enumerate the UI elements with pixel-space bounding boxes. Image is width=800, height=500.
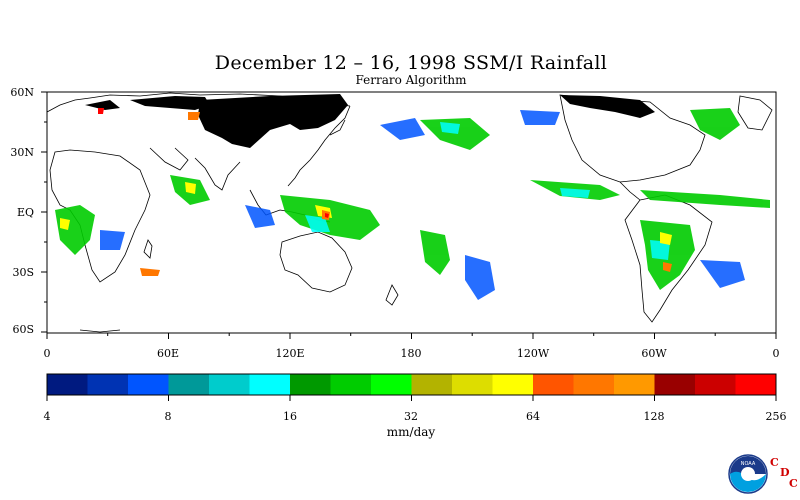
lat-label-60n: 60N — [10, 86, 34, 99]
colorbar-swatch — [695, 374, 736, 395]
colorbar-unit: mm/day — [386, 425, 436, 439]
lon-label-60w: 60W — [641, 347, 667, 360]
colorbar-label: 64 — [526, 410, 540, 423]
x-axis-ticks — [46, 333, 777, 339]
cdc-letter-c1: C — [770, 456, 779, 469]
colorbar-swatch — [290, 374, 331, 395]
lon-label-180: 180 — [400, 347, 422, 360]
colorbar-swatch — [47, 374, 88, 395]
colorbar-swatch — [735, 374, 777, 395]
no-data-regions — [85, 94, 655, 148]
lon-label-0: 0 — [43, 347, 51, 360]
colorbar — [47, 374, 777, 395]
lat-label-60s: 60S — [12, 323, 34, 336]
colorbar-swatch — [209, 374, 250, 395]
colorbar-swatch — [452, 374, 493, 395]
noaa-logo-text: NOAA — [741, 461, 756, 467]
lon-label-0-end: 0 — [772, 347, 780, 360]
lon-label-120e: 120E — [275, 347, 305, 360]
colorbar-ticks — [46, 395, 777, 401]
lon-label-120w: 120W — [516, 347, 550, 360]
cdc-letter-c2: C — [789, 477, 798, 490]
colorbar-swatch — [573, 374, 615, 395]
colorbar-swatch — [371, 374, 412, 395]
colorbar-label: 128 — [643, 410, 665, 423]
rainfall-field — [55, 108, 770, 300]
lat-label-30n: 30N — [10, 146, 34, 159]
colorbar-swatch — [128, 374, 169, 395]
colorbar-swatch — [330, 374, 372, 395]
colorbar-swatch — [411, 374, 453, 395]
colorbar-swatch — [249, 374, 291, 395]
colorbar-swatch — [87, 374, 129, 395]
colorbar-label: 16 — [283, 410, 297, 423]
colorbar-swatch — [168, 374, 210, 395]
lat-label-30s: 30S — [12, 266, 34, 279]
colorbar-swatch — [533, 374, 574, 395]
lat-label-eq: EQ — [16, 206, 34, 219]
colorbar-swatch — [654, 374, 696, 395]
colorbar-label: 32 — [404, 410, 418, 423]
colorbar-label: 256 — [765, 410, 787, 423]
colorbar-label: 8 — [164, 410, 172, 423]
lon-label-60e: 60E — [156, 347, 180, 360]
colorbar-label: 4 — [43, 410, 51, 423]
chart-title: December 12 – 16, 1998 SSM/I Rainfall — [214, 52, 608, 74]
colorbar-swatch — [614, 374, 655, 395]
chart-subtitle: Ferraro Algorithm — [355, 73, 467, 87]
colorbar-swatch — [492, 374, 534, 395]
cdc-letter-d: D — [780, 466, 790, 479]
y-axis-ticks — [41, 91, 47, 333]
noaa-logo: NOAA — [728, 454, 768, 494]
